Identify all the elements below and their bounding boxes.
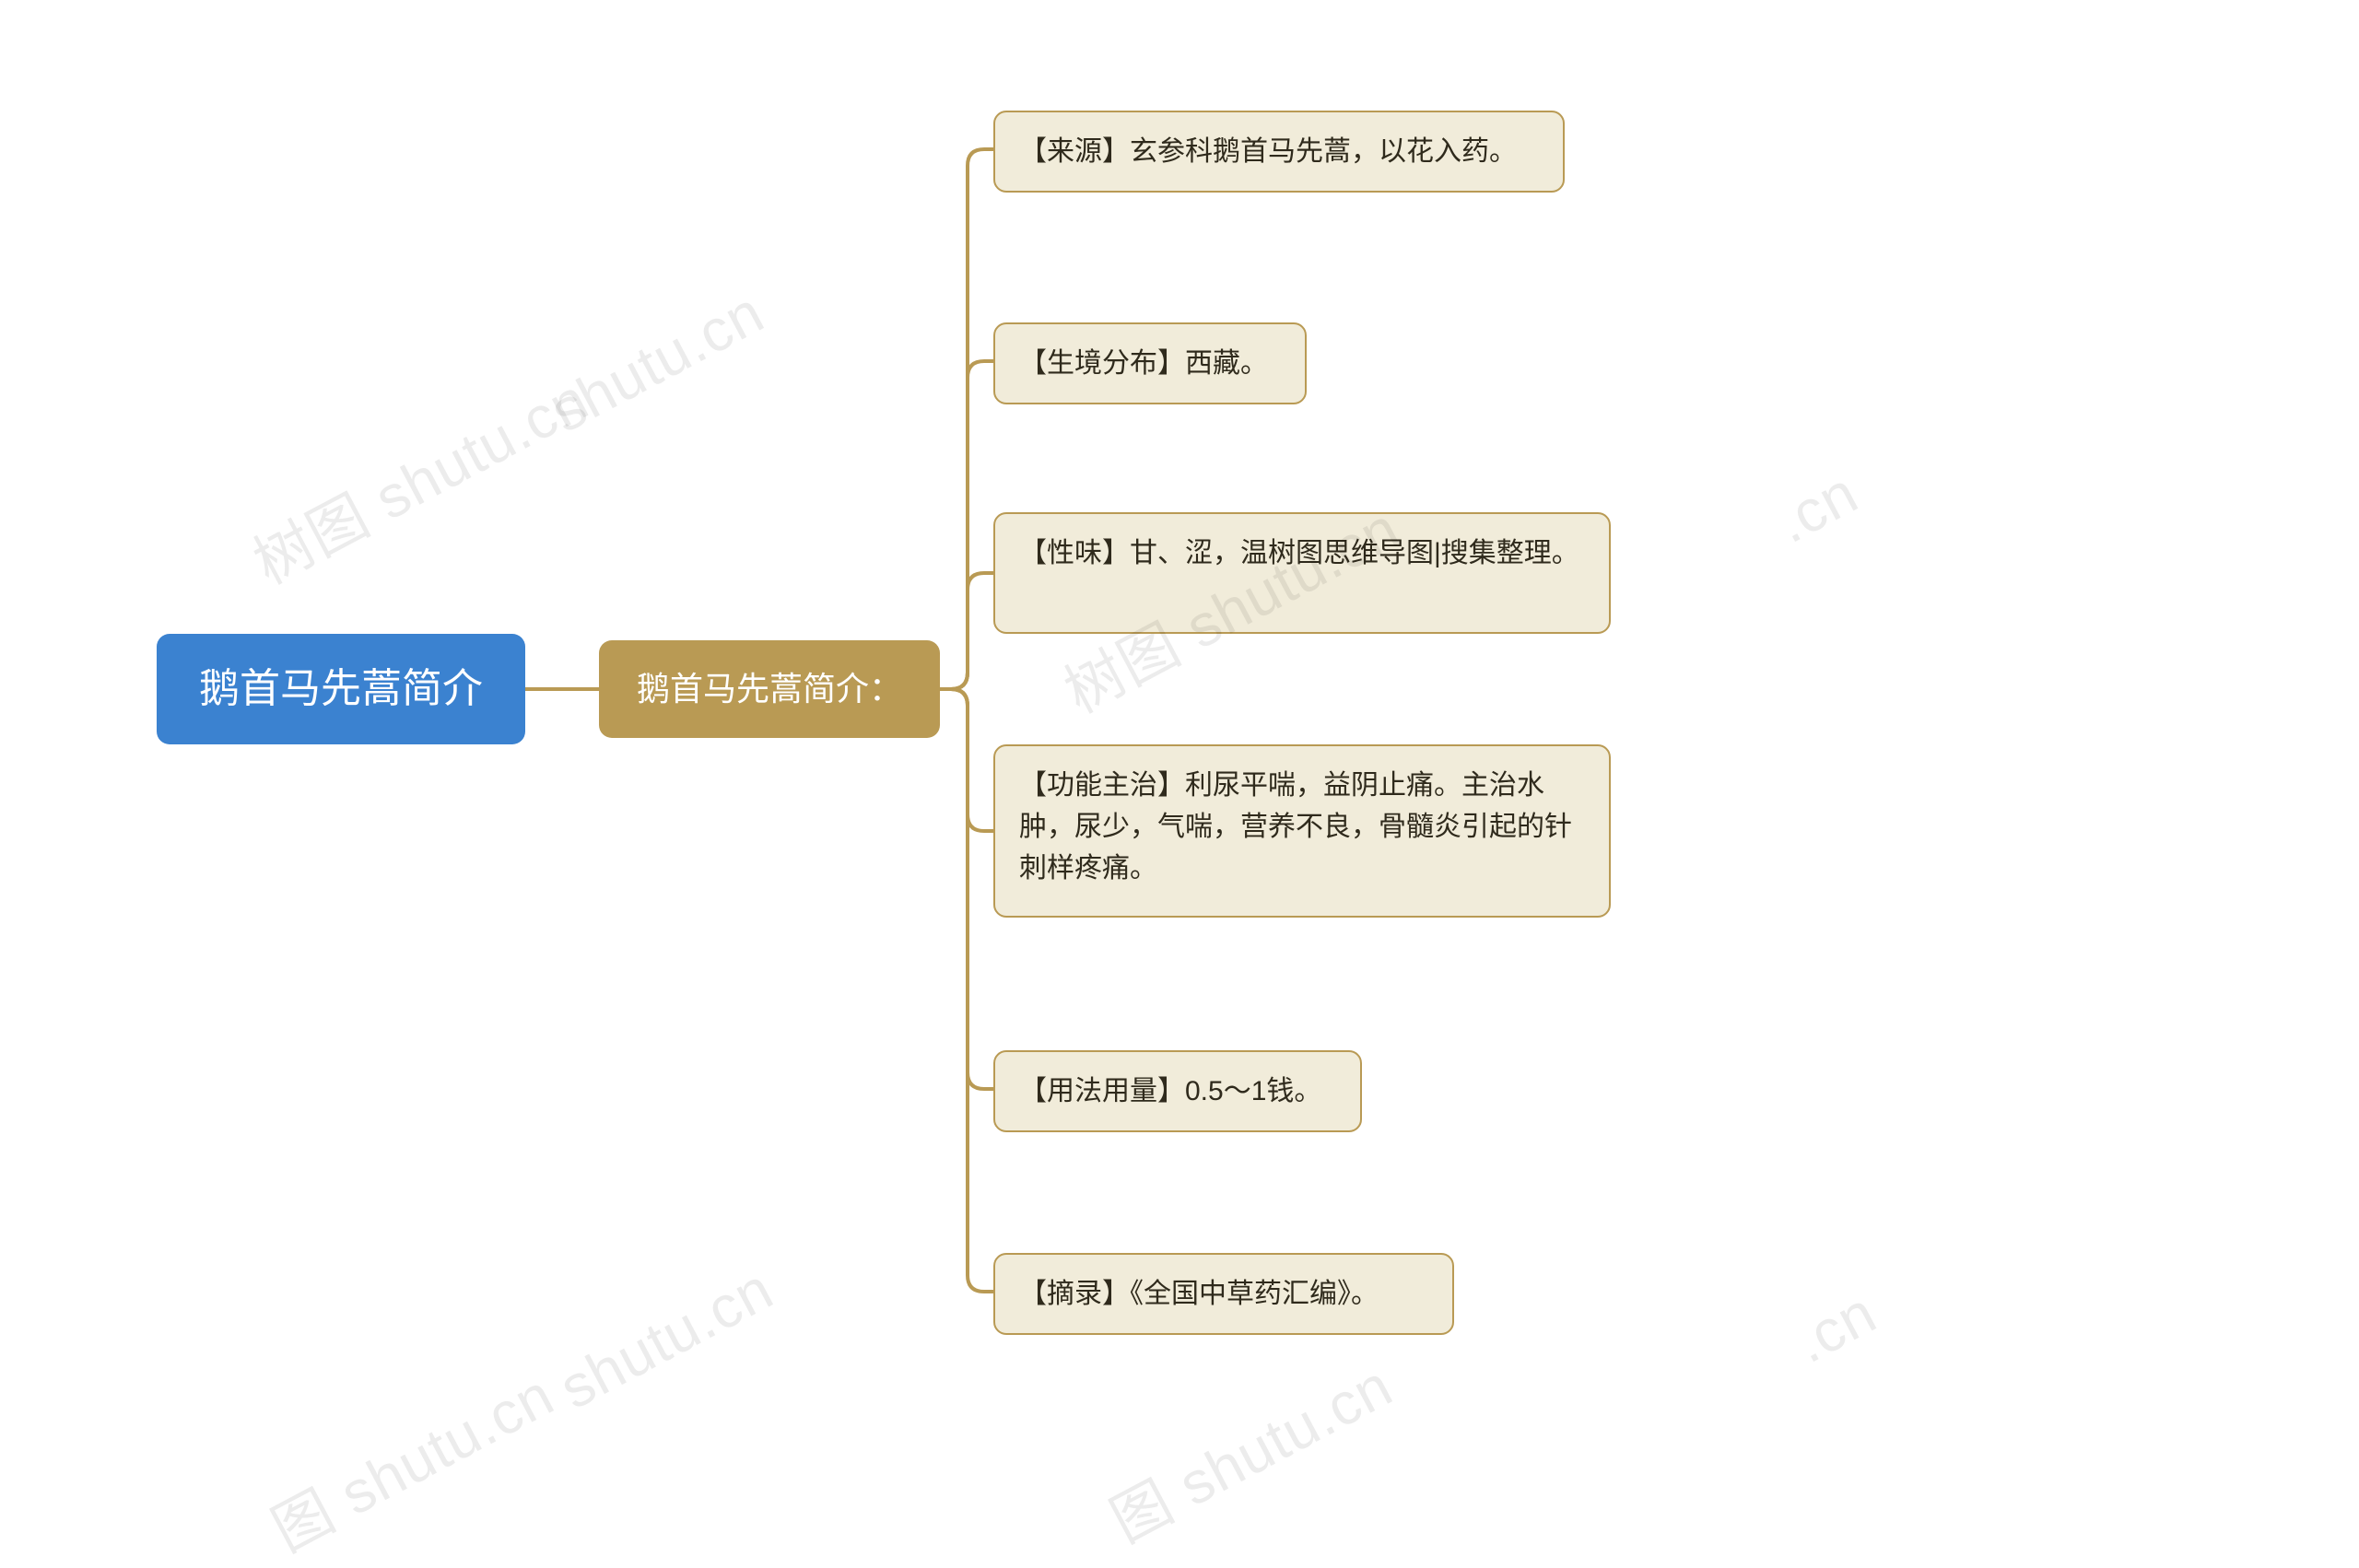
leaf-node-label: 【功能主治】利尿平喘，益阴止痛。主治水肿，尿少，气喘，营养不良，骨髓炎引起的针刺… [1019,765,1585,889]
watermark: 树图 shutu.cn [237,354,601,601]
leaf-node-label: 【来源】玄参科鹅首马先蒿，以花入药。 [1019,131,1517,172]
branch-node-label: 鹅首马先蒿简介： [637,664,902,714]
leaf-node[interactable]: 【摘录】《全国中草药汇编》。 [993,1253,1454,1335]
leaf-node-label: 【生境分布】西藏。 [1019,343,1268,384]
branch-node[interactable]: 鹅首马先蒿简介： [599,640,940,738]
leaf-node-label: 【用法用量】0.5～1钱。 [1019,1071,1321,1112]
leaf-node[interactable]: 【性味】甘、涩，温树图思维导图|搜集整理。 [993,512,1611,634]
leaf-node[interactable]: 【用法用量】0.5～1钱。 [993,1050,1362,1132]
leaf-node-label: 【摘录】《全国中草药汇编》。 [1019,1273,1379,1315]
watermark: 图 shutu.cn [1094,1340,1405,1559]
leaf-node[interactable]: 【生境分布】西藏。 [993,322,1307,404]
leaf-node[interactable]: 【来源】玄参科鹅首马先蒿，以花入药。 [993,111,1565,193]
watermark: shutu.cn [539,277,774,446]
watermark: 图 shutu.cn [255,1349,567,1568]
watermark: .cn [1783,1278,1887,1376]
mindmap-canvas: 鹅首马先蒿简介 鹅首马先蒿简介： 【来源】玄参科鹅首马先蒿，以花入药。【生境分布… [0,0,2359,1484]
watermark: shutu.cn [548,1254,783,1422]
root-node[interactable]: 鹅首马先蒿简介 [157,634,525,744]
leaf-node[interactable]: 【功能主治】利尿平喘，益阴止痛。主治水肿，尿少，气喘，营养不良，骨髓炎引起的针刺… [993,744,1611,918]
root-node-label: 鹅首马先蒿简介 [199,659,483,720]
watermark: .cn [1765,458,1869,556]
leaf-node-label: 【性味】甘、涩，温树图思维导图|搜集整理。 [1019,532,1579,574]
